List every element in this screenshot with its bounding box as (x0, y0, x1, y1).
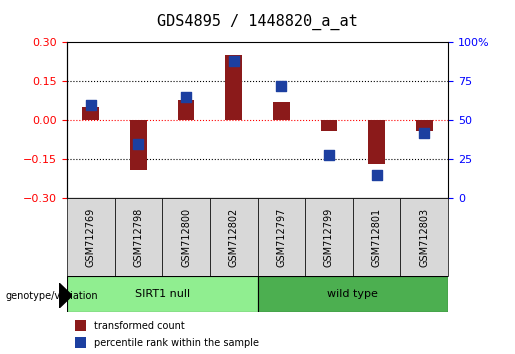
Bar (130, 120, 147, 170)
Text: GSM712802: GSM712802 (229, 207, 238, 267)
FancyBboxPatch shape (162, 198, 210, 276)
Bar (416, 120, 433, 131)
FancyBboxPatch shape (258, 276, 448, 312)
Bar (226, 56, 242, 120)
Bar (273, 102, 289, 120)
FancyBboxPatch shape (67, 276, 258, 312)
FancyBboxPatch shape (258, 198, 305, 276)
FancyBboxPatch shape (210, 198, 258, 276)
Text: transformed count: transformed count (94, 321, 184, 331)
Point (87, 102, 95, 108)
Text: GSM712801: GSM712801 (372, 207, 382, 267)
FancyBboxPatch shape (353, 198, 401, 276)
Text: percentile rank within the sample: percentile rank within the sample (94, 338, 259, 348)
Point (134, 141, 143, 147)
Text: genotype/variation: genotype/variation (5, 291, 98, 301)
Bar (75, 320, 86, 331)
Bar (75, 337, 86, 348)
Bar (368, 120, 385, 165)
Bar (321, 120, 337, 131)
FancyBboxPatch shape (67, 198, 114, 276)
Point (182, 94, 190, 100)
Point (420, 130, 428, 136)
Text: GSM712800: GSM712800 (181, 207, 191, 267)
Bar (82, 107, 99, 120)
Point (372, 172, 381, 178)
Bar (178, 99, 194, 120)
Text: GSM712799: GSM712799 (324, 207, 334, 267)
FancyBboxPatch shape (305, 198, 353, 276)
Point (230, 58, 238, 64)
FancyBboxPatch shape (114, 198, 162, 276)
Point (325, 152, 333, 158)
Text: GSM712803: GSM712803 (419, 207, 429, 267)
Text: GSM712769: GSM712769 (86, 207, 96, 267)
Polygon shape (59, 283, 72, 308)
Point (277, 83, 285, 89)
Text: SIRT1 null: SIRT1 null (134, 289, 190, 299)
Text: GSM712798: GSM712798 (133, 207, 143, 267)
Text: GSM712797: GSM712797 (277, 207, 286, 267)
Text: wild type: wild type (328, 289, 378, 299)
FancyBboxPatch shape (401, 198, 448, 276)
Text: GDS4895 / 1448820_a_at: GDS4895 / 1448820_a_at (157, 14, 358, 30)
